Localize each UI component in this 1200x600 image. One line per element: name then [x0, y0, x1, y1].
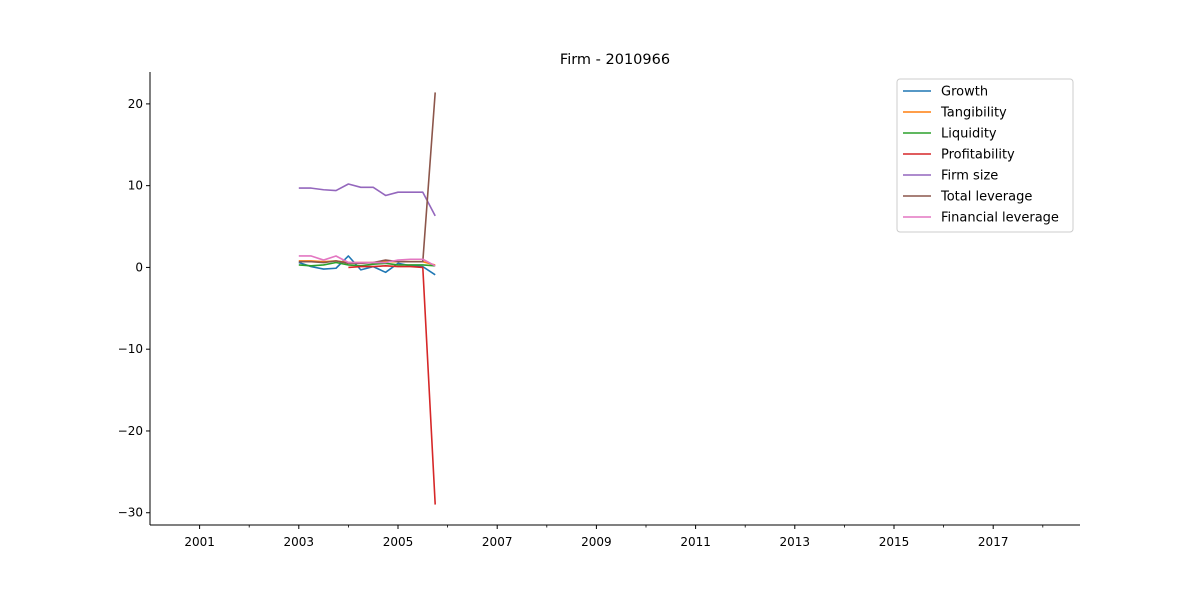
- series-line-3: [348, 264, 436, 505]
- y-tick-label: 20: [128, 97, 143, 111]
- x-tick-label: 2011: [680, 535, 711, 549]
- y-tick-label: −20: [118, 424, 143, 438]
- series-line-2: [298, 261, 436, 267]
- x-tick-label: 2001: [184, 535, 215, 549]
- legend-label: Liquidity: [941, 127, 997, 142]
- legend-label: Growth: [941, 85, 988, 100]
- plot-lines: [298, 92, 436, 505]
- legend: Growth Tangibility Liquidity Profitability F…: [896, 78, 1074, 233]
- x-tick-label: 2017: [978, 535, 1009, 549]
- y-tick-label: −30: [118, 506, 143, 520]
- legend-label: Firm size: [941, 169, 998, 184]
- series-line-0: [298, 255, 436, 276]
- series-line-4: [298, 183, 436, 217]
- x-tick-label: 2015: [879, 535, 910, 549]
- x-tick-label: 2003: [284, 535, 315, 549]
- axes: 2001 2003 2005 2007 2009 2011 2013 2015 2017 −30 −…: [118, 72, 1080, 549]
- y-tick-label: 0: [135, 260, 143, 274]
- legend-label: Tangibility: [940, 106, 1007, 121]
- series-line-6: [298, 255, 436, 267]
- legend-label: Total leverage: [940, 190, 1032, 205]
- x-tick-label: 2013: [780, 535, 811, 549]
- x-tick-label: 2007: [482, 535, 513, 549]
- x-tick-label: 2009: [581, 535, 612, 549]
- legend-box: [896, 78, 1074, 233]
- y-tick-label: −10: [118, 342, 143, 356]
- x-tick-label: 2005: [383, 535, 414, 549]
- series-line-5: [298, 92, 436, 265]
- legend-label: Profitability: [941, 148, 1015, 163]
- y-tick-label: 10: [128, 179, 143, 193]
- chart-title: Firm - 2010966: [560, 52, 670, 68]
- legend-label: Financial leverage: [941, 211, 1059, 226]
